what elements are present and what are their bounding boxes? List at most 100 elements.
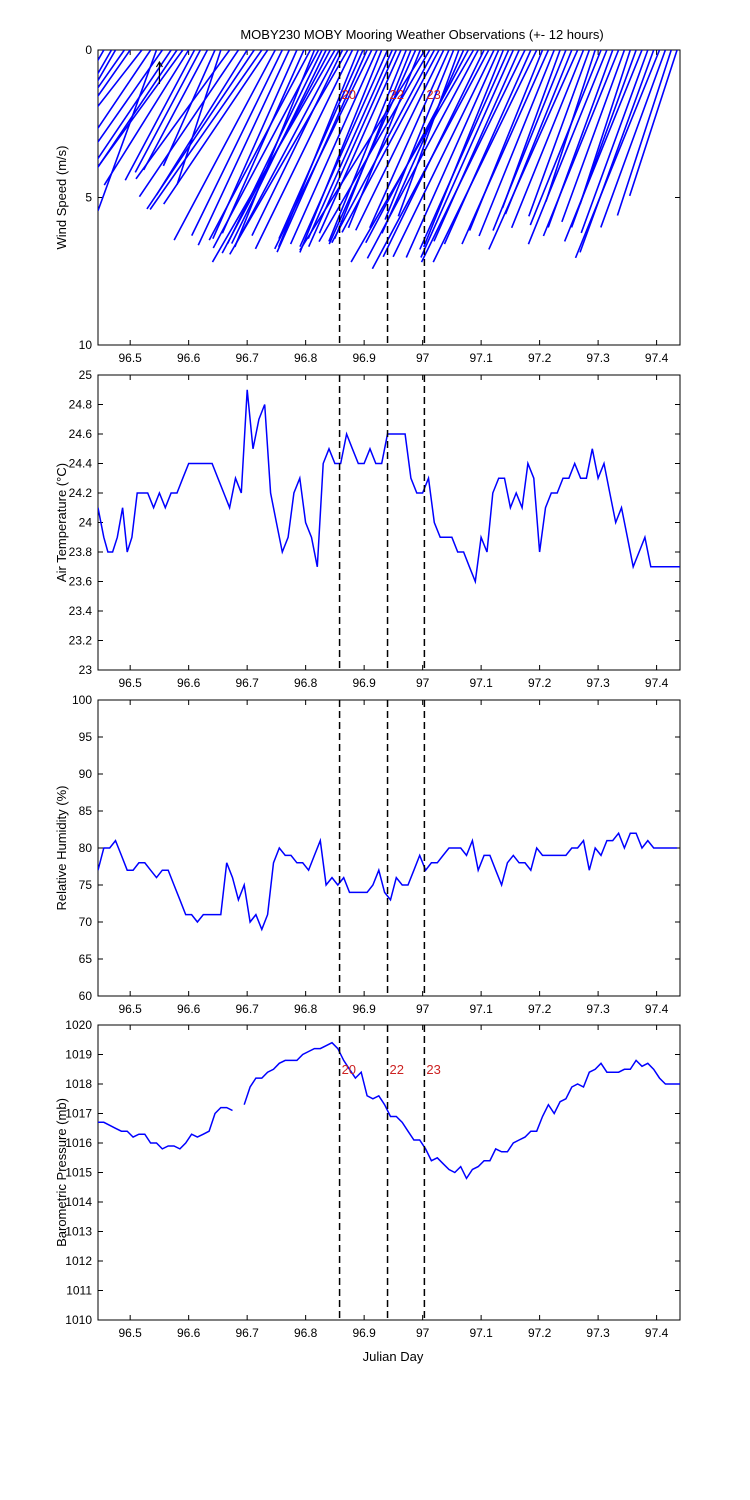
y-axis-label: Wind Speed (m/s)	[54, 145, 69, 249]
y-tick-label: 1010	[65, 1313, 92, 1327]
wind-stick	[328, 50, 417, 245]
x-tick-label: 96.7	[235, 676, 259, 690]
series-line	[98, 389, 680, 585]
y-tick-label: 24.8	[69, 398, 93, 412]
wind-stick	[142, 50, 209, 171]
wind-stick	[146, 50, 255, 210]
x-tick-label: 97.3	[586, 676, 610, 690]
y-tick-label: 60	[79, 989, 93, 1003]
y-tick-label: 1015	[65, 1166, 92, 1180]
y-tick-label: 1013	[65, 1225, 92, 1239]
wind-stick	[289, 50, 378, 245]
y-tick-label: 1017	[65, 1107, 92, 1121]
x-tick-label: 97.2	[528, 351, 552, 365]
y-tick-label: 10	[79, 338, 93, 352]
wind-stick	[419, 50, 510, 250]
data-layer	[98, 1041, 680, 1180]
wind-stick	[98, 50, 158, 212]
wind-stick	[392, 50, 495, 258]
x-tick-label: 96.9	[352, 1326, 376, 1340]
y-tick-label: 1018	[65, 1077, 92, 1091]
x-tick-label: 97.1	[469, 1326, 493, 1340]
wind-stick	[299, 50, 383, 253]
x-tick-label: 97.4	[645, 1002, 669, 1016]
wind-stick	[366, 50, 479, 259]
series-line	[98, 1106, 233, 1150]
wind-stick	[318, 50, 431, 243]
series-line	[243, 1041, 680, 1180]
wind-stick	[98, 50, 172, 160]
x-tick-label: 96.9	[352, 1002, 376, 1016]
x-tick-label: 97.1	[469, 676, 493, 690]
x-tick-label: 97.4	[645, 676, 669, 690]
wind-stick	[433, 50, 520, 242]
y-tick-label: 1011	[66, 1284, 92, 1298]
wind-stick	[384, 50, 455, 220]
y-axis-label: Barometric Pressure (mb)	[54, 1098, 69, 1247]
wind-stick	[134, 50, 202, 173]
wind-stick	[405, 50, 500, 258]
x-tick-label: 96.5	[118, 1002, 142, 1016]
data-layer	[98, 831, 678, 932]
y-tick-label: 95	[79, 730, 93, 744]
event-label: 22	[390, 1062, 404, 1077]
x-tick-label: 96.7	[235, 351, 259, 365]
x-tick-label: 96.7	[235, 1326, 259, 1340]
y-tick-label: 75	[79, 878, 93, 892]
x-axis-label: Julian Day	[363, 1349, 424, 1364]
wind-stick	[492, 50, 567, 231]
wind-stick	[235, 50, 340, 244]
y-tick-label: 1012	[65, 1254, 92, 1268]
y-tick-label: 25	[79, 368, 93, 382]
chart-panel-4: 96.5 96.6 96.7 96.8 96.9 97 97.1 97.2 97.3 97.4 10…	[54, 1018, 681, 1340]
x-tick-label: 96.9	[352, 351, 376, 365]
x-tick-label: 97.3	[586, 1002, 610, 1016]
y-tick-label: 24.6	[69, 427, 93, 441]
chart-panel-3: 96.5 96.6 96.7 96.8 96.9 97 97.1 97.2 97.3 97.4 60…	[54, 693, 681, 1016]
wind-stick	[397, 50, 460, 217]
wind-stick	[124, 50, 196, 181]
y-tick-label: 0	[85, 43, 92, 57]
wind-stick	[318, 50, 402, 234]
x-tick-label: 96.5	[118, 676, 142, 690]
x-tick-label: 96.8	[294, 1326, 318, 1340]
x-tick-label: 97.2	[528, 1326, 552, 1340]
wind-stick	[510, 50, 585, 229]
y-tick-label: 1019	[65, 1048, 92, 1062]
y-tick-label: 1014	[65, 1195, 92, 1209]
wind-stick	[528, 50, 591, 217]
wind-stick	[229, 50, 349, 255]
wind-stick	[274, 50, 373, 250]
event-label: 23	[426, 1062, 440, 1077]
x-tick-label: 97.4	[645, 351, 669, 365]
wind-stick	[420, 50, 515, 258]
y-axis-label: Relative Humidity (%)	[54, 786, 69, 911]
wind-stick	[98, 50, 131, 98]
wind-stick	[579, 50, 655, 253]
wind-stick	[529, 50, 602, 226]
x-tick-label: 96.6	[177, 1002, 201, 1016]
chart-panels: 96.5 96.6 96.7 96.8 96.9 97 97.1 97.2 97.3 97.4 0 5…	[54, 43, 681, 1340]
y-tick-label: 65	[79, 952, 93, 966]
wind-stick	[616, 50, 672, 216]
wind-stick	[563, 50, 643, 242]
x-tick-label: 97.1	[469, 1002, 493, 1016]
x-tick-label: 97.2	[528, 676, 552, 690]
y-tick-label: 24.2	[69, 486, 93, 500]
y-tick-label: 70	[79, 915, 93, 929]
wind-stick	[208, 50, 312, 241]
y-tick-label: 85	[79, 804, 93, 818]
x-tick-label: 97.1	[469, 351, 493, 365]
y-tick-label: 1016	[65, 1136, 92, 1150]
wind-stick	[226, 50, 323, 244]
wind-stick	[355, 50, 445, 231]
x-tick-label: 96.6	[177, 1326, 201, 1340]
x-tick-label: 96.6	[177, 676, 201, 690]
x-tick-label: 97.4	[645, 1326, 669, 1340]
x-tick-label: 96.8	[294, 676, 318, 690]
y-tick-label: 1020	[65, 1018, 92, 1032]
wind-stick	[221, 50, 305, 234]
y-tick-label: 23.2	[69, 634, 93, 648]
wind-stick	[488, 50, 579, 250]
